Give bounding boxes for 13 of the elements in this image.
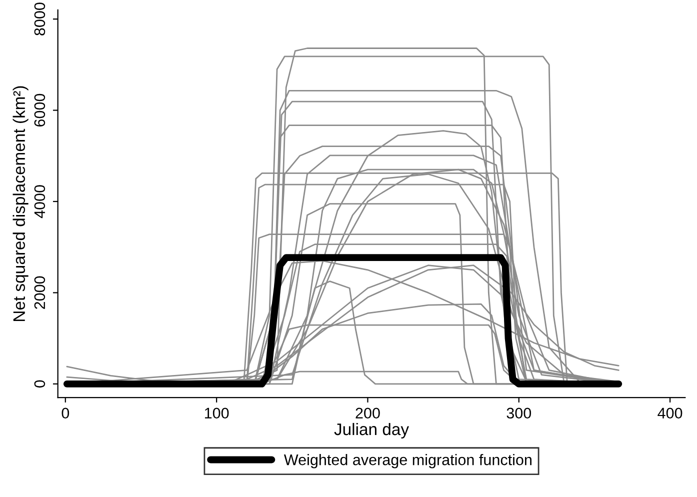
x-tick-label: 200 — [356, 408, 380, 419]
x-tick-label: 0 — [62, 408, 70, 419]
x-tick-label: 400 — [658, 408, 682, 419]
y-tick-label: 8000 — [34, 2, 46, 36]
legend-label: Weighted average migration function — [284, 454, 532, 468]
y-tick-label: 6000 — [34, 94, 46, 126]
x-axis-title: Julian day — [334, 422, 409, 438]
x-tick-label: 100 — [204, 408, 229, 419]
y-tick-label: 2000 — [34, 276, 46, 309]
y-axis-title: Net squared displacement (km²) — [12, 86, 28, 321]
y-tick-label: 4000 — [34, 185, 46, 218]
y-tick-label: 0 — [34, 380, 46, 388]
x-tick-label: 300 — [506, 408, 532, 419]
